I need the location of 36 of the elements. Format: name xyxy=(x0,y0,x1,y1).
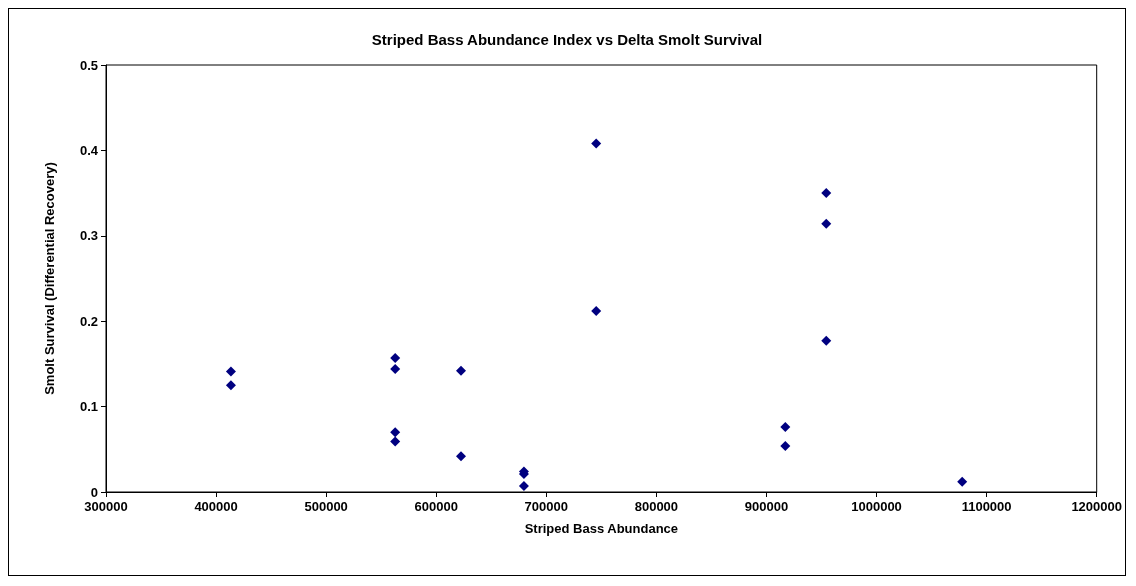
x-tick-label: 600000 xyxy=(414,499,458,514)
point xyxy=(390,427,401,438)
point xyxy=(518,481,529,492)
y-tick-label: 0.3 xyxy=(79,228,98,244)
point xyxy=(225,366,236,377)
point xyxy=(390,364,401,375)
chart-title: Striped Bass Abundance Index vs Delta Smolt Survival xyxy=(371,31,763,48)
x-tick-label: 1000000 xyxy=(851,499,902,514)
point xyxy=(821,335,832,346)
y-tick-label: 0.2 xyxy=(79,313,98,329)
x-tick-label: 1200000 xyxy=(1071,499,1123,514)
point xyxy=(957,476,968,487)
x-tick-label: 800000 xyxy=(634,499,679,514)
point xyxy=(780,422,791,433)
point xyxy=(821,188,832,199)
y-tick-label: 0.1 xyxy=(79,399,98,415)
y-axis-title: Smolt Survival (Differential Recovery) xyxy=(42,162,57,395)
point xyxy=(390,436,401,447)
point xyxy=(225,380,236,391)
x-tick-label: 700000 xyxy=(524,499,568,514)
y-tick-label: 0.5 xyxy=(79,57,98,73)
x-tick-label: 300000 xyxy=(84,499,128,514)
point xyxy=(821,218,832,229)
y-tick-label: 0.4 xyxy=(79,142,99,158)
x-tick-label: 400000 xyxy=(194,499,238,514)
point xyxy=(780,440,791,451)
x-tick-label: 500000 xyxy=(304,499,348,514)
point xyxy=(456,451,466,462)
point xyxy=(591,305,602,316)
y-tick-label: 0 xyxy=(90,484,98,500)
x-tick-label: 900000 xyxy=(744,499,789,514)
point xyxy=(591,138,602,149)
point xyxy=(390,352,401,363)
x-tick-label: 1100000 xyxy=(961,499,1012,514)
point xyxy=(456,365,466,376)
x-axis-title: Striped Bass Abundance xyxy=(524,521,679,536)
